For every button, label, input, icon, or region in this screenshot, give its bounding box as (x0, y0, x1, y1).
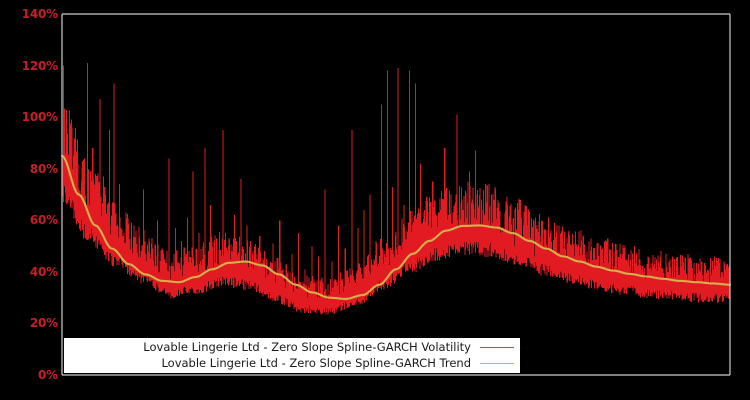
legend-item-trend[interactable]: Lovable Lingerie Ltd - Zero Slope Spline… (64, 356, 520, 372)
series-trend (60, 154, 732, 300)
legend-swatch-trend (480, 363, 514, 364)
legend-label-trend: Lovable Lingerie Ltd - Zero Slope Spline… (161, 356, 471, 370)
y-tick-label: 0% (38, 368, 58, 382)
y-tick-label: 60% (29, 213, 58, 228)
legend-swatch-volatility (480, 347, 514, 348)
y-tick-label: 20% (29, 316, 58, 331)
y-tick-label: 140% (21, 7, 58, 21)
series-volatility (61, 62, 731, 315)
legend-item-volatility[interactable]: Lovable Lingerie Ltd - Zero Slope Spline… (64, 340, 520, 356)
y-tick-label: 80% (29, 161, 58, 176)
chart-legend[interactable]: Lovable Lingerie Ltd - Zero Slope Spline… (64, 338, 520, 373)
y-tick-label: 40% (29, 264, 58, 279)
legend-label-volatility: Lovable Lingerie Ltd - Zero Slope Spline… (143, 340, 471, 354)
axes-layer (61, 13, 731, 376)
y-axis-tick-labels: 0% 20% 40% 60% 80% 100% 120% 140% (0, 0, 58, 400)
y-tick-label: 100% (21, 110, 58, 125)
y-tick-label: 120% (21, 58, 58, 73)
series-layer (60, 62, 732, 315)
